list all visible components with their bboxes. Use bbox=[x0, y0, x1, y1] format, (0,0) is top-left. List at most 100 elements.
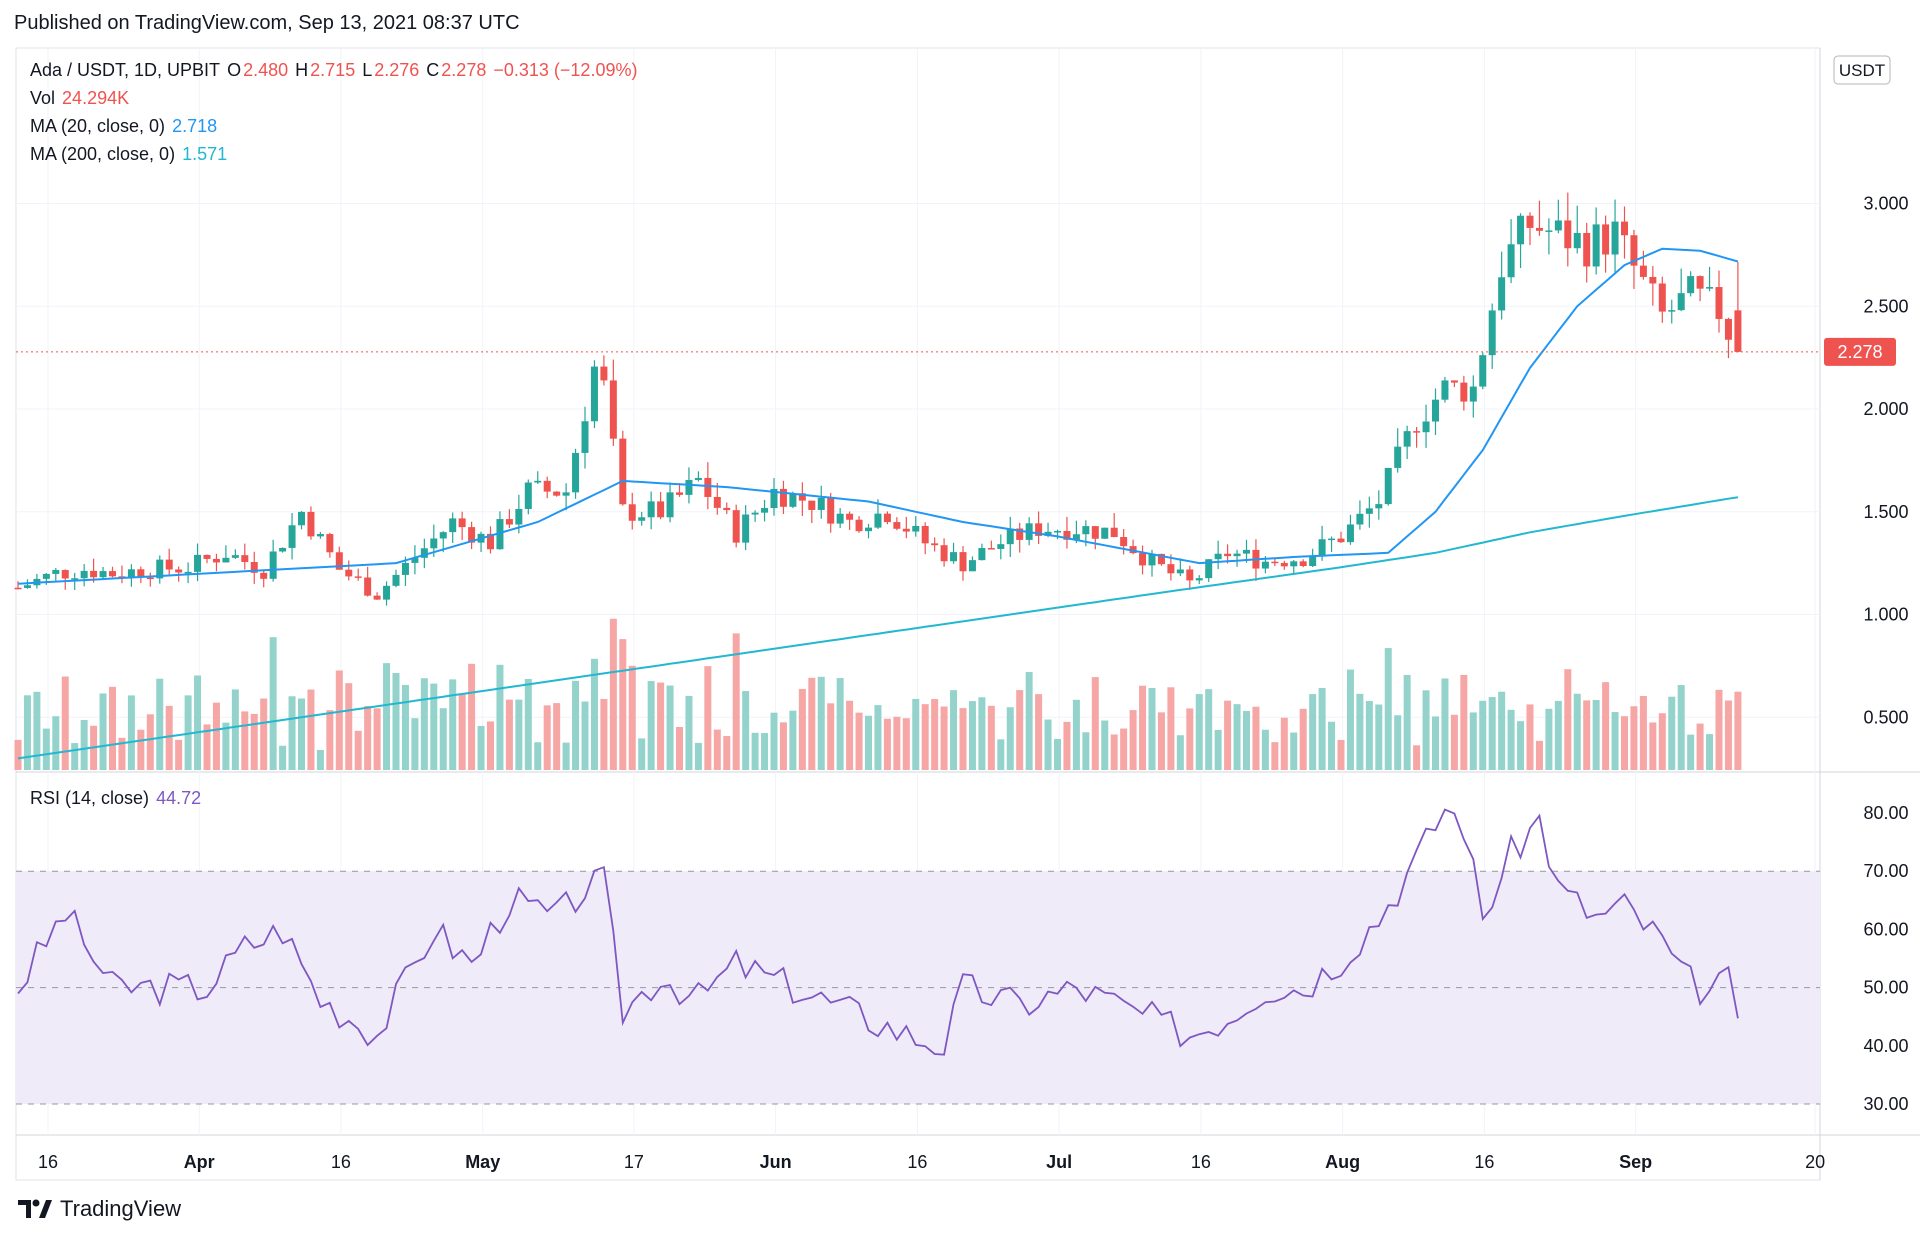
time-tick-label: 16 bbox=[907, 1152, 927, 1172]
low-label: L bbox=[362, 60, 373, 80]
volume-bar bbox=[118, 737, 126, 770]
volume-bar bbox=[1403, 674, 1411, 770]
volume-bar bbox=[1356, 693, 1364, 770]
volume-bar bbox=[1120, 728, 1128, 770]
volume-bar bbox=[751, 732, 759, 770]
symbol-legend: Ada / USDT, 1D, UPBIT O 2.480 H 2.715 L 2.2… bbox=[30, 60, 639, 81]
candle-body bbox=[1517, 215, 1525, 245]
volume-bar bbox=[1507, 709, 1515, 770]
candle-body bbox=[1384, 467, 1392, 505]
candle-body bbox=[449, 518, 457, 533]
volume-bar bbox=[959, 708, 967, 770]
volume-bar bbox=[364, 705, 372, 770]
ma200-value: 1.571 bbox=[182, 144, 228, 164]
candle-body bbox=[194, 554, 202, 572]
tradingview-logo-icon bbox=[18, 1199, 52, 1218]
candle-body bbox=[468, 527, 476, 543]
candle-body bbox=[90, 570, 98, 578]
candle-body bbox=[959, 552, 967, 572]
volume-bar bbox=[288, 696, 296, 770]
candle-body bbox=[893, 522, 901, 529]
volume-bar bbox=[1545, 708, 1553, 770]
candle-body bbox=[269, 551, 277, 579]
volume-bar bbox=[477, 725, 485, 770]
volume-bar bbox=[950, 690, 958, 770]
candle-body bbox=[827, 497, 835, 524]
volume-bar bbox=[1498, 691, 1506, 770]
candle-body bbox=[704, 477, 712, 497]
volume-bar bbox=[1432, 716, 1439, 770]
candle-body bbox=[1186, 569, 1194, 581]
volume-bar bbox=[1583, 700, 1591, 770]
candle-body bbox=[883, 513, 891, 523]
candle-body bbox=[1724, 318, 1732, 340]
volume-bar bbox=[1006, 707, 1014, 770]
volume-bar bbox=[1346, 669, 1354, 770]
volume-bar bbox=[1639, 696, 1647, 770]
volume-bar bbox=[71, 743, 79, 770]
volume-bar bbox=[1375, 704, 1383, 770]
currency-badge bbox=[1833, 55, 1891, 85]
volume-bar bbox=[373, 708, 381, 770]
volume-bar bbox=[383, 663, 391, 770]
volume-bar bbox=[1384, 648, 1392, 770]
candle-body bbox=[1413, 431, 1421, 433]
volume-bar bbox=[789, 710, 797, 770]
candle-body bbox=[609, 380, 617, 439]
candle-body bbox=[1101, 527, 1109, 539]
candle-body bbox=[1403, 431, 1411, 447]
candle-body bbox=[1224, 553, 1232, 557]
volume-bar bbox=[657, 682, 665, 770]
time-tick-label: Jul bbox=[1046, 1152, 1072, 1172]
candle-body bbox=[666, 492, 674, 518]
volume-bar bbox=[1243, 710, 1250, 770]
candle-body bbox=[742, 514, 750, 543]
tradingview-footer[interactable]: TradingView bbox=[18, 1196, 181, 1222]
volume-bar bbox=[1129, 710, 1137, 770]
candle-body bbox=[1129, 546, 1137, 554]
candle-body bbox=[1422, 421, 1430, 433]
last-price-badge bbox=[1824, 337, 1896, 366]
candle-body bbox=[250, 561, 258, 573]
volume-bar bbox=[1621, 716, 1628, 770]
volume-bar bbox=[713, 729, 721, 770]
candle-body bbox=[1082, 526, 1090, 535]
rsi-label: RSI (14, close) bbox=[30, 788, 150, 808]
volume-bar bbox=[1252, 706, 1260, 770]
candle-body bbox=[260, 572, 268, 579]
volume-bar bbox=[1602, 682, 1610, 770]
candle-body bbox=[779, 488, 787, 507]
volume-bar bbox=[1630, 706, 1638, 770]
rsi-line bbox=[17, 808, 1739, 1056]
candle-body bbox=[430, 538, 438, 549]
volume-bar bbox=[1441, 678, 1449, 770]
low-value: 2.276 bbox=[374, 60, 420, 80]
candle-body bbox=[175, 569, 183, 573]
time-tick-label: May bbox=[465, 1152, 500, 1172]
candle-body bbox=[326, 534, 334, 553]
candle-body bbox=[156, 559, 164, 579]
volume-bar bbox=[1677, 685, 1685, 770]
candle-body bbox=[335, 552, 343, 570]
candle-body bbox=[1167, 564, 1175, 574]
volume-bar bbox=[1233, 704, 1241, 770]
volume-bar bbox=[279, 745, 287, 770]
volume-bar bbox=[1649, 722, 1657, 770]
volume-bar bbox=[137, 729, 145, 770]
candle-body bbox=[1233, 553, 1241, 557]
candle-body bbox=[798, 493, 806, 501]
candle-body bbox=[1054, 530, 1061, 533]
candle-body bbox=[1016, 528, 1024, 540]
candle-body bbox=[52, 570, 60, 574]
ma20-value: 2.718 bbox=[172, 116, 218, 136]
volume-bar bbox=[1280, 717, 1288, 770]
volume-bar bbox=[742, 691, 750, 770]
symbol-label: Ada / USDT, 1D, UPBIT bbox=[30, 60, 221, 80]
volume-bar bbox=[1091, 677, 1099, 770]
price-tick-label: 1.500 bbox=[1863, 502, 1908, 522]
candle-body bbox=[1535, 227, 1543, 231]
candle-body bbox=[515, 508, 523, 525]
volume-bar bbox=[553, 703, 561, 770]
volume-bar bbox=[940, 706, 948, 770]
